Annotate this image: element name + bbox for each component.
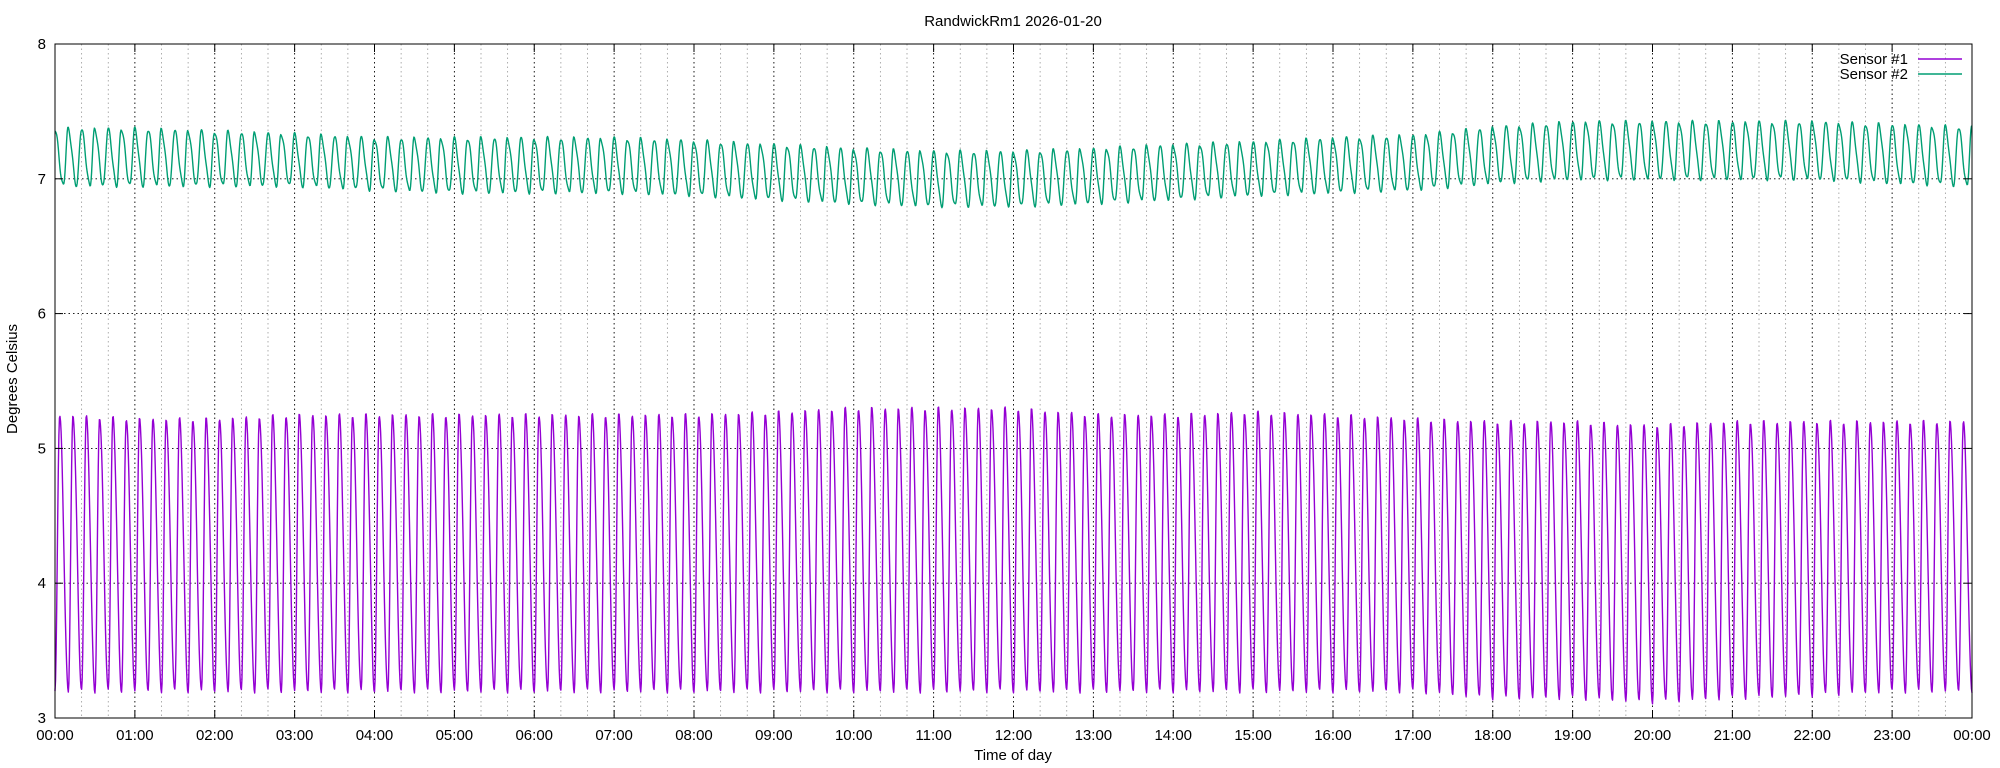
x-tick-label: 23:00 bbox=[1873, 727, 1911, 744]
x-tick-label: 01:00 bbox=[116, 727, 154, 744]
x-tick-label: 00:00 bbox=[1953, 727, 1991, 744]
x-tick-label: 11:00 bbox=[915, 727, 951, 744]
y-axis-label: Degrees Celsius bbox=[4, 324, 21, 434]
axis-ticks: 00:00 01:00 02:00 03:00 04:00 05:00 06:00 07:00… bbox=[36, 36, 1991, 744]
x-tick-label: 15:00 bbox=[1234, 727, 1272, 744]
x-tick-label: 18:00 bbox=[1474, 727, 1512, 744]
x-tick-label: 07:00 bbox=[595, 727, 633, 744]
legend-label: Sensor #1 bbox=[1840, 51, 1908, 68]
x-tick-label: 09:00 bbox=[755, 727, 793, 744]
legend-label: Sensor #2 bbox=[1840, 66, 1908, 83]
x-tick-label: 22:00 bbox=[1793, 727, 1831, 744]
series-line-1 bbox=[54, 406, 1973, 705]
x-tick-label: 14:00 bbox=[1154, 727, 1192, 744]
y-tick-label: 8 bbox=[38, 36, 46, 53]
x-tick-label: 00:00 bbox=[36, 727, 74, 744]
x-tick-label: 08:00 bbox=[675, 727, 713, 744]
y-tick-label: 6 bbox=[38, 306, 46, 323]
x-tick-label: 12:00 bbox=[995, 727, 1033, 744]
x-tick-label: 20:00 bbox=[1634, 727, 1672, 744]
x-tick-label: 21:00 bbox=[1714, 727, 1752, 744]
series-lines bbox=[54, 119, 1973, 705]
chart-title: RandwickRm1 2026-01-20 bbox=[924, 13, 1102, 30]
y-tick-label: 5 bbox=[38, 440, 46, 457]
series-line-2 bbox=[54, 119, 1973, 209]
x-axis-label: Time of day bbox=[974, 747, 1052, 764]
x-tick-label: 04:00 bbox=[356, 727, 394, 744]
x-tick-label: 13:00 bbox=[1075, 727, 1113, 744]
x-tick-label: 10:00 bbox=[835, 727, 873, 744]
x-tick-label: 17:00 bbox=[1394, 727, 1432, 744]
x-tick-label: 06:00 bbox=[515, 727, 553, 744]
grid bbox=[55, 44, 1972, 718]
x-tick-label: 16:00 bbox=[1314, 727, 1352, 744]
x-tick-label: 19:00 bbox=[1554, 727, 1592, 744]
y-tick-label: 4 bbox=[38, 575, 46, 592]
x-tick-label: 05:00 bbox=[436, 727, 474, 744]
x-tick-label: 02:00 bbox=[196, 727, 234, 744]
x-tick-label: 03:00 bbox=[276, 727, 314, 744]
y-tick-label: 3 bbox=[38, 710, 46, 727]
y-tick-label: 7 bbox=[38, 171, 46, 188]
